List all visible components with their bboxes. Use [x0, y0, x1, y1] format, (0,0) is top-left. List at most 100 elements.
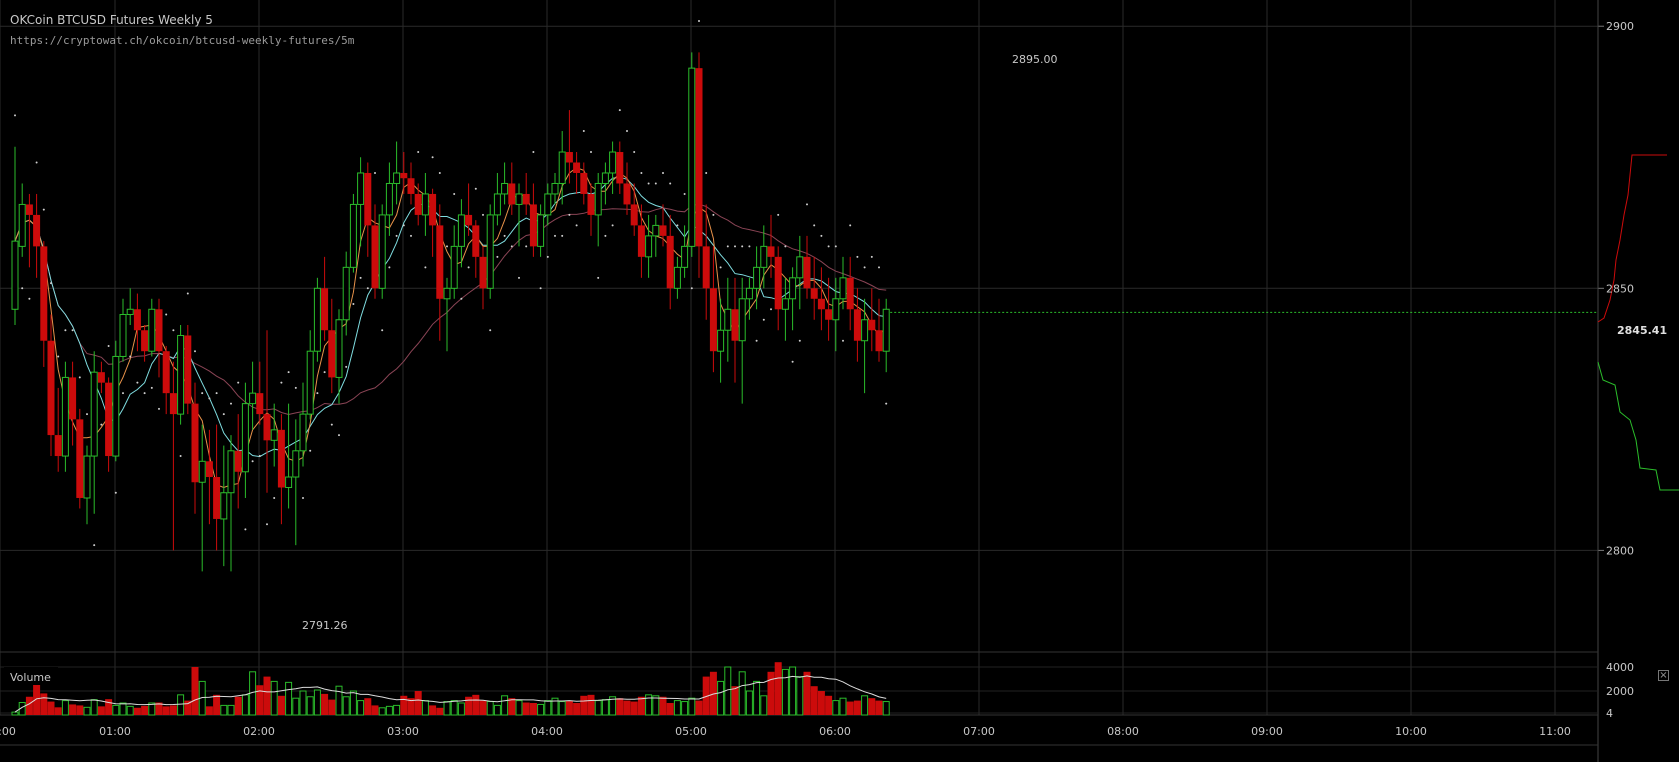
volume-bar [731, 686, 739, 715]
candle-body-down [810, 288, 818, 299]
candle-body-down [191, 403, 199, 483]
candle-body-down [587, 193, 595, 215]
sar-dot [748, 245, 751, 248]
candlesticks [11, 52, 890, 572]
sar-dot [640, 171, 643, 174]
sar-dot [582, 130, 585, 133]
volume-bar [587, 694, 595, 715]
volume-bar [868, 698, 876, 715]
volume-bar [529, 703, 537, 715]
sar-dot [50, 282, 52, 285]
candle-body-up [357, 172, 365, 205]
sar-dot [374, 171, 376, 174]
price-tick-label: 2800 [1606, 544, 1634, 557]
candle-body-up [270, 429, 278, 441]
sar-dot [150, 386, 153, 389]
volume-bar [25, 696, 33, 715]
sar-dot [431, 156, 434, 159]
sar-dot [388, 266, 391, 269]
close-volume-panel-icon[interactable]: × [1658, 670, 1669, 681]
candle-body-down [97, 372, 105, 383]
sar-dot [266, 523, 268, 526]
volume-bar [393, 704, 401, 716]
candle-body-down [205, 461, 213, 478]
candle-body-down [263, 414, 271, 441]
candle-body-up [537, 214, 545, 247]
time-tick-label: 10:00 [1395, 725, 1427, 738]
sar-dot [755, 339, 758, 342]
sar-dot [338, 434, 340, 437]
candle-body-down [407, 178, 415, 194]
volume-bar [263, 676, 271, 715]
sar-dot [258, 455, 261, 458]
sar-dot [417, 151, 420, 154]
sar-dot [784, 245, 787, 248]
volume-bar [702, 676, 710, 715]
volume-bar [184, 700, 192, 715]
volume-bar [83, 706, 91, 716]
sar-dot [611, 224, 614, 227]
sar-dot [215, 392, 218, 395]
sar-dot [863, 266, 866, 269]
volume-bar [450, 700, 458, 716]
candle-body-up [544, 193, 552, 216]
candle-body-down [853, 309, 861, 341]
volume-bar [97, 706, 105, 715]
annotation-low-label: 2791.26 [302, 619, 348, 632]
chart-subtitle: https://cryptowat.ch/okcoin/btcusd-weekl… [10, 34, 355, 47]
volume-bar [580, 695, 588, 715]
volume-bar [781, 668, 789, 716]
candle-body-up [753, 266, 761, 289]
candle-body-up [861, 319, 869, 342]
sar-dot [381, 329, 384, 332]
sar-dot [683, 192, 686, 195]
volume-bar [105, 699, 113, 715]
volume-bar [544, 700, 552, 716]
candle-body-up [839, 277, 847, 300]
candle-body-down [875, 330, 883, 352]
sar-dot [201, 392, 204, 395]
volume-bar [853, 700, 861, 715]
volume-tick-label: 4 [1606, 707, 1613, 720]
volume-bar [342, 696, 350, 716]
candle-body-up [558, 151, 566, 184]
sar-dot [71, 329, 74, 332]
sar-dot [827, 245, 830, 248]
sar-dot [676, 224, 679, 227]
candle-body-up [241, 403, 249, 473]
candle-body-up [724, 308, 732, 331]
sar-dot [172, 329, 175, 332]
candle-body-down [479, 256, 487, 289]
candle-body-up [789, 277, 797, 300]
sar-dot [712, 213, 715, 216]
price-tick-label: 2850 [1606, 282, 1634, 295]
candle-body-up [11, 240, 19, 310]
volume-bar [191, 667, 199, 715]
sar-dot [597, 276, 600, 279]
volume-tick-label: 2000 [1606, 685, 1634, 698]
sar-dot [28, 297, 31, 300]
candle-body-down [328, 330, 336, 378]
volume-bar [709, 671, 717, 715]
sar-dot [359, 276, 362, 279]
volume-bar [270, 680, 278, 716]
sar-dot [208, 397, 211, 400]
volume-bar [760, 695, 768, 716]
candle-body-down [666, 235, 674, 289]
candle-body-down [69, 377, 77, 420]
candle-body-down [522, 193, 530, 205]
sar-dot [885, 402, 888, 405]
sar-dot [719, 266, 722, 269]
volume-bar [616, 698, 624, 715]
candle-body-down [529, 204, 537, 247]
candle-body-down [321, 288, 329, 331]
volume-bar [774, 662, 782, 715]
volume-bar [177, 694, 185, 716]
sar-dot [626, 130, 628, 133]
sar-dot [856, 255, 859, 258]
candle-body-down [573, 162, 581, 173]
volume-bar [810, 686, 818, 715]
sar-dot [662, 171, 664, 174]
sar-dot [165, 313, 168, 316]
